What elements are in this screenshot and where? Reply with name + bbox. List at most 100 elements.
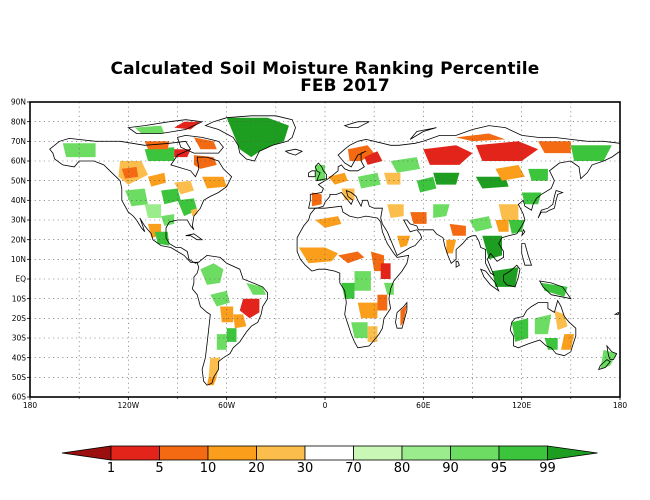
coastline-borneo <box>503 264 521 288</box>
moisture-patch <box>387 204 404 218</box>
lat-tick-label: 80N <box>11 117 26 126</box>
colorbar-label: 5 <box>155 461 163 476</box>
lat-tick-label: 70N <box>11 137 26 146</box>
colorbar-label: 30 <box>297 461 314 476</box>
coastline-taiwan <box>521 228 526 236</box>
colorbar-arrow-high <box>547 445 598 461</box>
moisture-patch <box>161 214 175 226</box>
colorbar-label: 70 <box>345 461 362 476</box>
moisture-patch <box>210 290 230 307</box>
colorbar-label: 90 <box>442 461 459 476</box>
lat-tick-label: 60S <box>12 393 27 402</box>
colorbar-label: 95 <box>491 461 508 476</box>
lat-tick-label: 20S <box>12 314 27 323</box>
colorbar-label: 99 <box>539 461 556 476</box>
colorbar-swatch <box>498 445 548 461</box>
map-subtitle: FEB 2017 <box>300 76 390 96</box>
moisture-patch <box>328 172 348 185</box>
coastline-nz2 <box>598 359 611 371</box>
colorbar-swatch <box>256 445 306 461</box>
moisture-patch <box>134 125 165 134</box>
lon-tick-label: 180 <box>23 401 38 410</box>
land-base-srilanka <box>456 261 460 268</box>
lat-tick-label: 10N <box>11 255 26 264</box>
coastline-ireland <box>308 170 316 178</box>
coastline-cuba <box>185 233 204 241</box>
lat-tick-label: 20N <box>11 235 26 244</box>
moisture-patch <box>400 304 407 327</box>
moisture-patch <box>384 172 401 185</box>
moisture-patch <box>200 263 224 285</box>
coastline-greenland <box>204 115 296 162</box>
moisture-patch <box>174 121 201 130</box>
moisture-patch <box>144 147 175 161</box>
moisture-patch <box>423 145 473 165</box>
moisture-patch <box>202 176 227 189</box>
land-base-ireland <box>308 170 316 177</box>
colorbar-swatch <box>304 445 354 461</box>
moisture-patch <box>456 133 506 142</box>
colorbar-swatch <box>207 445 257 461</box>
moisture-patch <box>534 314 552 335</box>
moisture-patch <box>433 172 460 185</box>
coastline-svalbard <box>343 121 370 128</box>
colorbar-label: 10 <box>200 461 217 476</box>
moisture-patch <box>246 282 266 295</box>
lat-tick-label: 30S <box>12 334 27 343</box>
land-base-africa <box>297 206 409 348</box>
map-title: Calculated Soil Moisture Ranking Percent… <box>110 59 540 79</box>
moisture-patch <box>600 349 617 370</box>
moisture-patch <box>511 318 529 342</box>
colorbar-label: 1 <box>107 461 115 476</box>
moisture-patch <box>410 212 427 224</box>
lon-tick-label: 120E <box>512 401 531 410</box>
moisture-patch <box>338 251 365 264</box>
colorbar-label: 20 <box>248 461 265 476</box>
moisture-patch <box>495 164 525 181</box>
lat-tick-label: EQ <box>15 275 26 284</box>
moisture-patch <box>384 282 394 295</box>
lat-tick-label: 40N <box>11 196 26 205</box>
moisture-patch <box>495 220 509 232</box>
moisture-patch <box>298 247 339 264</box>
moisture-patch <box>446 239 457 254</box>
moisture-patch <box>364 151 383 165</box>
coastline-japan <box>537 189 564 219</box>
moisture-patch <box>449 223 466 236</box>
moisture-patch <box>239 298 260 319</box>
land-base-japan <box>538 190 563 218</box>
coastline-arcticcan <box>127 119 204 134</box>
lat-tick-label: 60N <box>11 157 26 166</box>
moisture-patch <box>341 188 355 201</box>
coastline-novaya <box>409 127 437 140</box>
land-base-svalbard <box>344 121 370 128</box>
moisture-patch <box>475 176 509 189</box>
coastline-srilanka <box>455 260 460 268</box>
coastline-uk <box>314 162 328 182</box>
moisture-patch <box>482 235 502 260</box>
lon-tick-label: 60E <box>416 401 431 410</box>
lat-tick-label: 40S <box>12 353 27 362</box>
colorbar-swatch <box>110 445 160 461</box>
axis-ticks: 90N 80N 70N 60N 50N 40N 30N 20N 10N EQ 10S 20S 30S 40… <box>11 98 628 410</box>
moisture-patch <box>226 328 237 342</box>
moisture-patch <box>377 294 388 311</box>
moisture-patch <box>207 377 217 386</box>
coastline-sumatra <box>479 268 500 292</box>
moisture-patch <box>233 314 247 329</box>
moisture-patch <box>528 168 548 181</box>
lat-tick-label: 90N <box>11 98 26 107</box>
moisture-patch <box>148 172 166 187</box>
moisture-patch <box>216 334 227 350</box>
moisture-patch <box>397 235 411 248</box>
moisture-patch <box>62 143 96 158</box>
coastline-nz <box>606 344 618 361</box>
moisture-patch <box>433 204 450 218</box>
moisture-patch <box>193 137 217 150</box>
lon-tick-label: 60W <box>218 401 236 410</box>
coastline-iceland <box>284 148 304 156</box>
coastline-samerica <box>191 254 269 386</box>
coastline-australia <box>509 299 577 357</box>
coastline-eurasia <box>308 125 620 277</box>
graticule <box>30 102 620 397</box>
